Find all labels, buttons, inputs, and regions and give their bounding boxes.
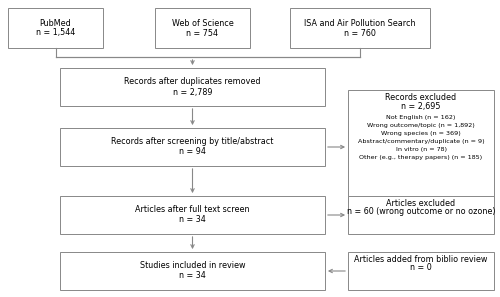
Text: ISA and Air Pollution Search: ISA and Air Pollution Search <box>304 18 416 28</box>
Text: n = 34: n = 34 <box>179 216 206 225</box>
Text: PubMed: PubMed <box>40 18 72 28</box>
Text: n = 1,544: n = 1,544 <box>36 29 75 37</box>
Text: n = 754: n = 754 <box>186 29 218 37</box>
Bar <box>155 8 250 48</box>
Text: In vitro (n = 78): In vitro (n = 78) <box>396 146 446 151</box>
Text: n = 0: n = 0 <box>410 263 432 273</box>
Bar <box>60 128 325 166</box>
Text: n = 60 (wrong outcome or no ozone): n = 60 (wrong outcome or no ozone) <box>347 208 495 217</box>
Text: Records after screening by title/abstract: Records after screening by title/abstrac… <box>112 138 274 146</box>
Text: n = 2,695: n = 2,695 <box>401 102 441 110</box>
Text: Not English (n = 162): Not English (n = 162) <box>386 115 456 119</box>
Bar <box>348 252 494 290</box>
Text: Articles excluded: Articles excluded <box>386 198 456 208</box>
Text: Articles added from biblio review: Articles added from biblio review <box>354 255 488 263</box>
Text: Articles after full text screen: Articles after full text screen <box>135 206 250 214</box>
Bar <box>60 252 325 290</box>
Text: Abstract/commentary/duplicate (n = 9): Abstract/commentary/duplicate (n = 9) <box>358 138 484 143</box>
Text: n = 34: n = 34 <box>179 271 206 280</box>
Bar <box>60 196 325 234</box>
Text: Records after duplicates removed: Records after duplicates removed <box>124 78 261 86</box>
Text: Wrong outcome/topic (n = 1,892): Wrong outcome/topic (n = 1,892) <box>367 122 475 127</box>
Text: Other (e.g., therapy papers) (n = 185): Other (e.g., therapy papers) (n = 185) <box>360 154 482 159</box>
Text: Wrong species (n = 369): Wrong species (n = 369) <box>381 130 461 135</box>
Bar <box>348 196 494 234</box>
Bar <box>348 90 494 202</box>
Text: Web of Science: Web of Science <box>172 18 234 28</box>
Text: n = 760: n = 760 <box>344 29 376 37</box>
Bar <box>60 68 325 106</box>
Text: n = 94: n = 94 <box>179 148 206 157</box>
Text: Studies included in review: Studies included in review <box>140 261 245 271</box>
Text: Records excluded: Records excluded <box>386 92 456 102</box>
Bar <box>290 8 430 48</box>
Text: n = 2,789: n = 2,789 <box>173 88 212 97</box>
Bar <box>8 8 103 48</box>
